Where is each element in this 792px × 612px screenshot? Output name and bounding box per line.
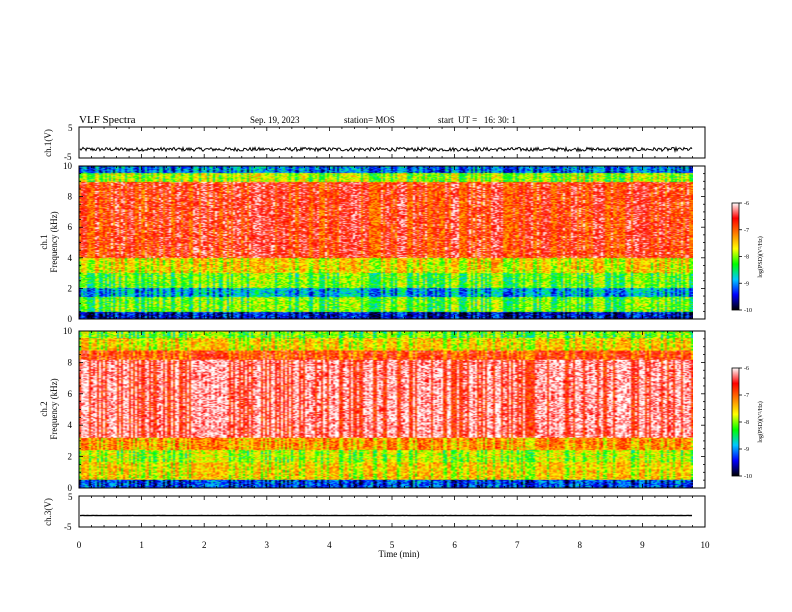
x-tick-label: 2 — [202, 540, 207, 550]
ch2-spectrogram-ylabel-channel: ch.2 — [39, 401, 49, 416]
colorbar-tick-label: -9 — [744, 447, 749, 453]
ch3-waveform-frame — [78, 495, 706, 528]
ch1-colorbar-ticks: -6 -7 -8 -9 -10 — [739, 201, 752, 314]
ch2-colorbar-gradient — [731, 367, 740, 477]
colorbar-tick-label: -7 — [744, 228, 749, 234]
y-tick-label: 4 — [68, 420, 73, 430]
ch1-colorbar-gradient — [731, 202, 740, 311]
colorbar-tick-label: -10 — [744, 308, 752, 314]
ch2-spectrogram-xticks — [78, 331, 706, 488]
colorbar-tick-label: -10 — [744, 474, 752, 480]
y-tick-label: 6 — [68, 389, 73, 399]
ch1-spectrogram-ylabel-channel: ch.1 — [39, 234, 49, 249]
x-tick-label: 9 — [640, 540, 645, 550]
date-label: Sep. 19, 2023 — [250, 115, 300, 125]
y-tick-label: 8 — [68, 357, 73, 367]
ch1-spectrogram-xticks — [78, 166, 706, 319]
ch1-waveform-trace — [79, 145, 693, 153]
ch3-ytick-bottom: -5 — [64, 522, 72, 532]
x-tick-label: 1 — [139, 540, 144, 550]
ch2-colorbar: -6 -7 -8 -9 -10 log(PSD)(V²/Hz) — [731, 366, 764, 480]
y-tick-label: 0 — [68, 314, 73, 324]
y-tick-label: 2 — [68, 283, 73, 293]
colorbar-tick-label: -6 — [744, 366, 749, 372]
ch1-waveform-ylabel: ch.1(V) — [43, 129, 53, 157]
ch3-waveform-ticks — [78, 496, 706, 527]
y-tick-label: 8 — [68, 192, 73, 202]
x-tick-label: 10 — [701, 540, 711, 550]
y-tick-label: 10 — [63, 161, 73, 171]
x-tick-label: 6 — [452, 540, 457, 550]
start-ut-label: start UT = 16: 30: 1 — [438, 115, 516, 125]
colorbar-tick-label: -8 — [744, 420, 749, 426]
ch1-waveform-frame — [78, 126, 706, 159]
ch2-colorbar-label: log(PSD)(V²/Hz) — [757, 401, 764, 442]
ch1-ytick-bottom: -5 — [64, 152, 72, 162]
ch1-spectrogram-ylabel-frequency: Frequency (kHz) — [49, 211, 59, 272]
x-tick-label: 4 — [327, 540, 332, 550]
ch2-spectrogram-ylabel-frequency: Frequency (kHz) — [49, 378, 59, 439]
ch2-spectrogram-yticks: 0 2 4 6 8 10 — [63, 326, 705, 493]
colorbar-tick-label: -8 — [744, 255, 749, 261]
colorbar-tick-label: -6 — [744, 201, 749, 207]
y-tick-label: 4 — [68, 253, 73, 263]
y-tick-label: 2 — [68, 452, 73, 462]
x-tick-label: 3 — [265, 540, 270, 550]
ch3-ytick-top: 5 — [68, 492, 73, 502]
ch1-ytick-top: 5 — [68, 123, 73, 133]
ch3-waveform-panel: 5 -5 ch.3(V) — [43, 492, 706, 532]
ch1-spectrogram-yticks: 0 2 4 6 8 10 — [63, 161, 705, 324]
x-tick-label: 8 — [578, 540, 583, 550]
ch1-spectrogram-panel: 0 2 4 6 8 10 ch.1 Frequency (kHz) — [39, 161, 706, 324]
x-tick-label: 0 — [77, 540, 82, 550]
ch1-spectrogram-image — [79, 166, 693, 319]
y-tick-label: 10 — [63, 326, 73, 336]
ch1-colorbar-label: log(PSD)(V²/Hz) — [757, 236, 764, 277]
colorbar-tick-label: -7 — [744, 393, 749, 399]
ch1-waveform-ticks — [78, 127, 706, 158]
x-axis-label: Time (min) — [379, 549, 420, 559]
x-tick-label: 7 — [515, 540, 520, 550]
colorbar-tick-label: -9 — [744, 281, 749, 287]
y-tick-label: 6 — [68, 222, 73, 232]
ch3-waveform-ylabel: ch.3(V) — [43, 498, 53, 526]
ch1-waveform-panel: 5 -5 ch.1(V) — [43, 123, 706, 162]
figure-title: VLF Spectra — [79, 114, 136, 126]
y-tick-label: 0 — [68, 483, 73, 493]
station-label: station= MOS — [344, 115, 395, 125]
ch2-spectrogram-image — [79, 331, 693, 488]
ch2-colorbar-ticks: -6 -7 -8 -9 -10 — [739, 366, 752, 480]
x-tick-label: 5 — [390, 540, 395, 550]
ch2-spectrogram-panel: 0 2 4 6 8 10 ch.2 Frequency (kHz) — [39, 326, 706, 493]
x-tick-labels: 0 1 2 3 4 5 6 7 8 9 10 — [77, 540, 710, 550]
ch1-colorbar: -6 -7 -8 -9 -10 log(PSD)(V²/Hz) — [731, 201, 764, 314]
